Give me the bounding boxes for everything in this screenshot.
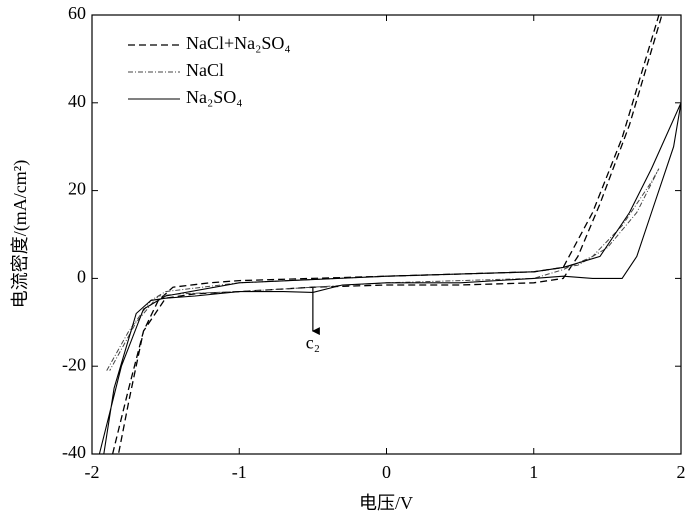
legend-label: Na₂SO₄ <box>186 87 243 107</box>
y-tick-label: -40 <box>62 442 86 462</box>
x-tick-label: -1 <box>232 462 247 482</box>
x-tick-label: 0 <box>382 462 391 482</box>
x-axis-label: 电压/V <box>359 493 413 513</box>
x-tick-label: 1 <box>529 462 538 482</box>
y-axis-label: 电流密度/(mA/cm²) <box>10 160 31 308</box>
annotation: c₂ <box>306 332 320 352</box>
series-line <box>98 102 682 455</box>
legend-label: NaCl+Na₂SO₄ <box>186 33 291 53</box>
y-tick-label: -20 <box>62 354 86 374</box>
series-line <box>106 168 660 371</box>
y-tick-label: 40 <box>68 91 86 111</box>
series-line <box>111 14 663 455</box>
x-tick-label: -2 <box>85 462 100 482</box>
y-tick-label: 0 <box>77 267 86 287</box>
plot-frame <box>91 14 682 455</box>
legend-label: NaCl <box>186 60 224 80</box>
y-tick-label: 60 <box>68 3 86 23</box>
x-tick-label: 2 <box>677 462 686 482</box>
y-tick-label: 20 <box>68 179 86 199</box>
